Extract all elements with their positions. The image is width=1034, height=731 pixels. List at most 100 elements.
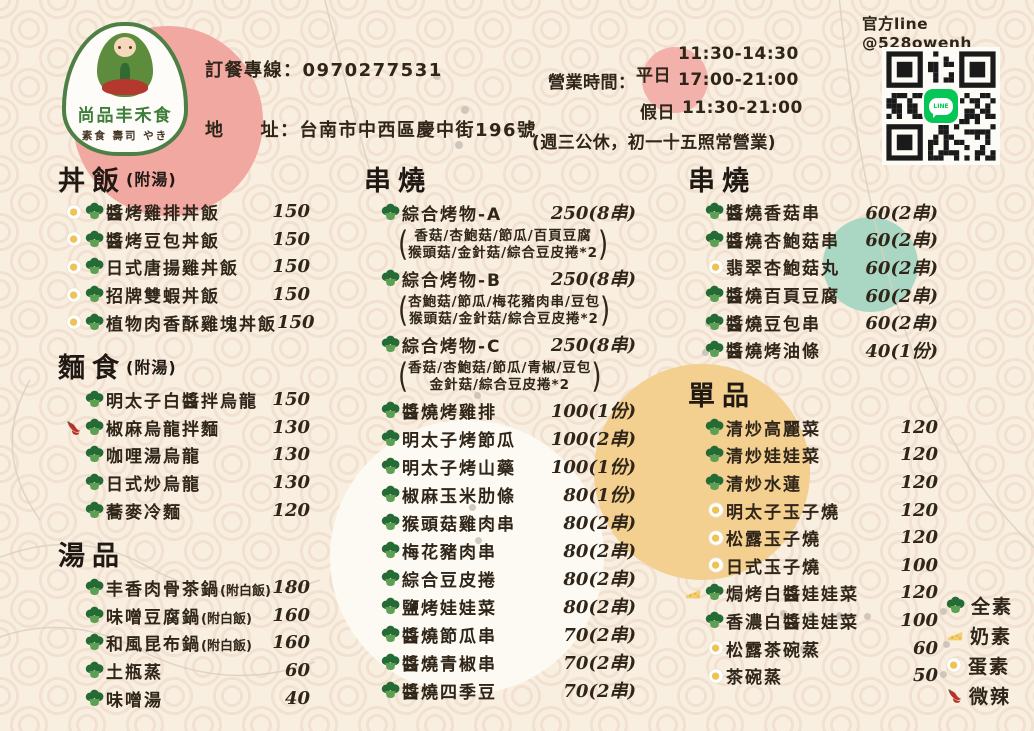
item-price: 60 [912, 637, 938, 659]
item-ingredients: (杏鮑菇/節瓜/梅花豬肉串/豆包 猴頭菇/金針菇/綜合豆皮捲*2) [398, 291, 611, 331]
broccoli-icon [705, 340, 724, 359]
item-name: 醬烤雞排丼飯 [106, 204, 220, 225]
item-diet-icons [364, 269, 400, 288]
item-diet-icons [58, 473, 104, 492]
item-name: 梅花豬肉串 [402, 542, 497, 563]
item-diet-icons [688, 313, 724, 332]
item-diet-icons [364, 485, 400, 504]
line-icon: LINE [924, 89, 958, 123]
item-price: 80(2串) [563, 597, 636, 618]
item-price: 80(2串) [563, 541, 636, 562]
item-name: 猴頭菇雞肉串 [402, 514, 516, 535]
broccoli-icon [85, 606, 104, 625]
item-ingredients: (香菇/杏鮑菇/節瓜/百頁豆腐 猴頭菇/金針菇/綜合豆皮捲*2) [398, 225, 609, 265]
item-name: 醬燒豆包串 [726, 314, 821, 335]
item-name: 醬燒四季豆 [402, 682, 497, 703]
item-price: 160 [272, 632, 310, 654]
item-name: 清炒水蓮 [726, 475, 802, 496]
item-name: 丰香肉骨茶鍋(附白飯) [106, 580, 271, 601]
legend-label: 全素 [971, 595, 1014, 618]
item-diet-icons [364, 203, 400, 222]
menu-item: 丰香肉骨茶鍋(附白飯) 180 [58, 574, 310, 602]
menu-item: 香濃白醬娃娃菜 100 [688, 607, 938, 635]
broccoli-icon [85, 445, 104, 464]
item-name: 醬燒烤雞排 [402, 402, 497, 423]
menu-item: 和風昆布鍋(附白飯) 160 [58, 629, 310, 657]
broccoli-icon [381, 513, 400, 532]
item-name: 醬燒杏鮑菇串 [726, 231, 840, 252]
item-price: 120 [272, 499, 310, 521]
broccoli-icon [85, 578, 104, 597]
item-name: 醬燒節瓜串 [402, 626, 497, 647]
item-diet-icons [364, 429, 400, 448]
item-diet-icons [688, 530, 724, 546]
menu-item: 醬烤豆包丼飯 150 [58, 226, 310, 254]
item-name: 綜合烤物-C [402, 336, 502, 357]
menu-item: 清炒娃娃菜 120 [688, 441, 938, 469]
item-diet-icons [58, 285, 104, 304]
item-price: 160 [272, 604, 310, 626]
broccoli-icon [85, 473, 104, 492]
menu-item: 醬燒烤油條 40(1份) [688, 336, 938, 364]
section-title-note: (附湯) [126, 357, 177, 377]
cheese-icon [946, 626, 964, 644]
legend-row: 蛋素 [946, 650, 1013, 680]
item-price: 60(2串) [865, 285, 938, 307]
broccoli-icon [705, 230, 724, 249]
item-price: 150 [272, 256, 310, 278]
menu-item: 醬燒四季豆 70(2串) [364, 676, 636, 704]
item-name: 清炒高麗菜 [726, 419, 821, 440]
item-name: 焗烤白醬娃娃菜 [726, 585, 859, 606]
item-price: 150 [272, 201, 310, 223]
broccoli-icon [381, 203, 400, 222]
cheese-icon [684, 584, 702, 602]
item-price: 150 [272, 284, 310, 306]
item-diet-icons [688, 230, 724, 249]
egg-icon [708, 259, 724, 275]
menu-item: 椒麻烏龍拌麵 130 [58, 414, 310, 442]
decor-circle-pink-small [642, 47, 708, 113]
item-diet-icons [364, 457, 400, 476]
item-diet-icons [58, 606, 104, 625]
item-diet-icons [58, 501, 104, 520]
item-name: 味噌豆腐鍋(附白飯) [106, 607, 252, 628]
broccoli-icon [946, 596, 965, 615]
item-price: 130 [272, 472, 310, 494]
item-diet-icons [364, 513, 400, 532]
item-diet-icons [688, 668, 724, 684]
line-account-label: 官方line @528owenh [862, 15, 972, 52]
item-diet-icons [364, 541, 400, 560]
menu-item: 味噌湯 40 [58, 684, 310, 712]
item-diet-icons [688, 445, 724, 464]
item-price: 150 [272, 389, 310, 411]
item-name: 醬燒香菇串 [726, 204, 821, 225]
item-price: 60 [284, 660, 310, 682]
menu-item: 綜合烤物-C 250(8串) [364, 330, 636, 358]
item-diet-icons [364, 597, 400, 616]
item-price: 120 [900, 582, 938, 604]
item-price: 180 [272, 577, 310, 599]
item-price: 100 [900, 554, 938, 576]
item-price: 40(1份) [865, 340, 938, 362]
phone-number: 訂餐專線：0970277531 [205, 60, 443, 81]
item-diet-icons [58, 202, 104, 221]
mascot-icon [97, 33, 153, 97]
item-price: 80(2串) [563, 513, 636, 534]
item-diet-icons [364, 569, 400, 588]
menu-item: 松露玉子燒 120 [688, 524, 938, 552]
item-name: 味噌湯 [106, 690, 163, 711]
egg-icon [708, 530, 724, 546]
section-title: 麵食 (附湯) [58, 353, 177, 385]
broccoli-icon [85, 661, 104, 680]
menu-item: 綜合烤物-B 250(8串) [364, 264, 636, 292]
item-diet-icons [58, 390, 104, 409]
broccoli-icon [381, 429, 400, 448]
menu-item: 清炒高麗菜 120 [688, 414, 938, 442]
item-price: 250(8串) [550, 335, 636, 356]
item-price: 130 [272, 416, 310, 438]
item-price: 120 [900, 444, 938, 466]
broccoli-icon [85, 230, 104, 249]
item-price: 80(2串) [563, 569, 636, 590]
broccoli-icon [85, 257, 104, 276]
